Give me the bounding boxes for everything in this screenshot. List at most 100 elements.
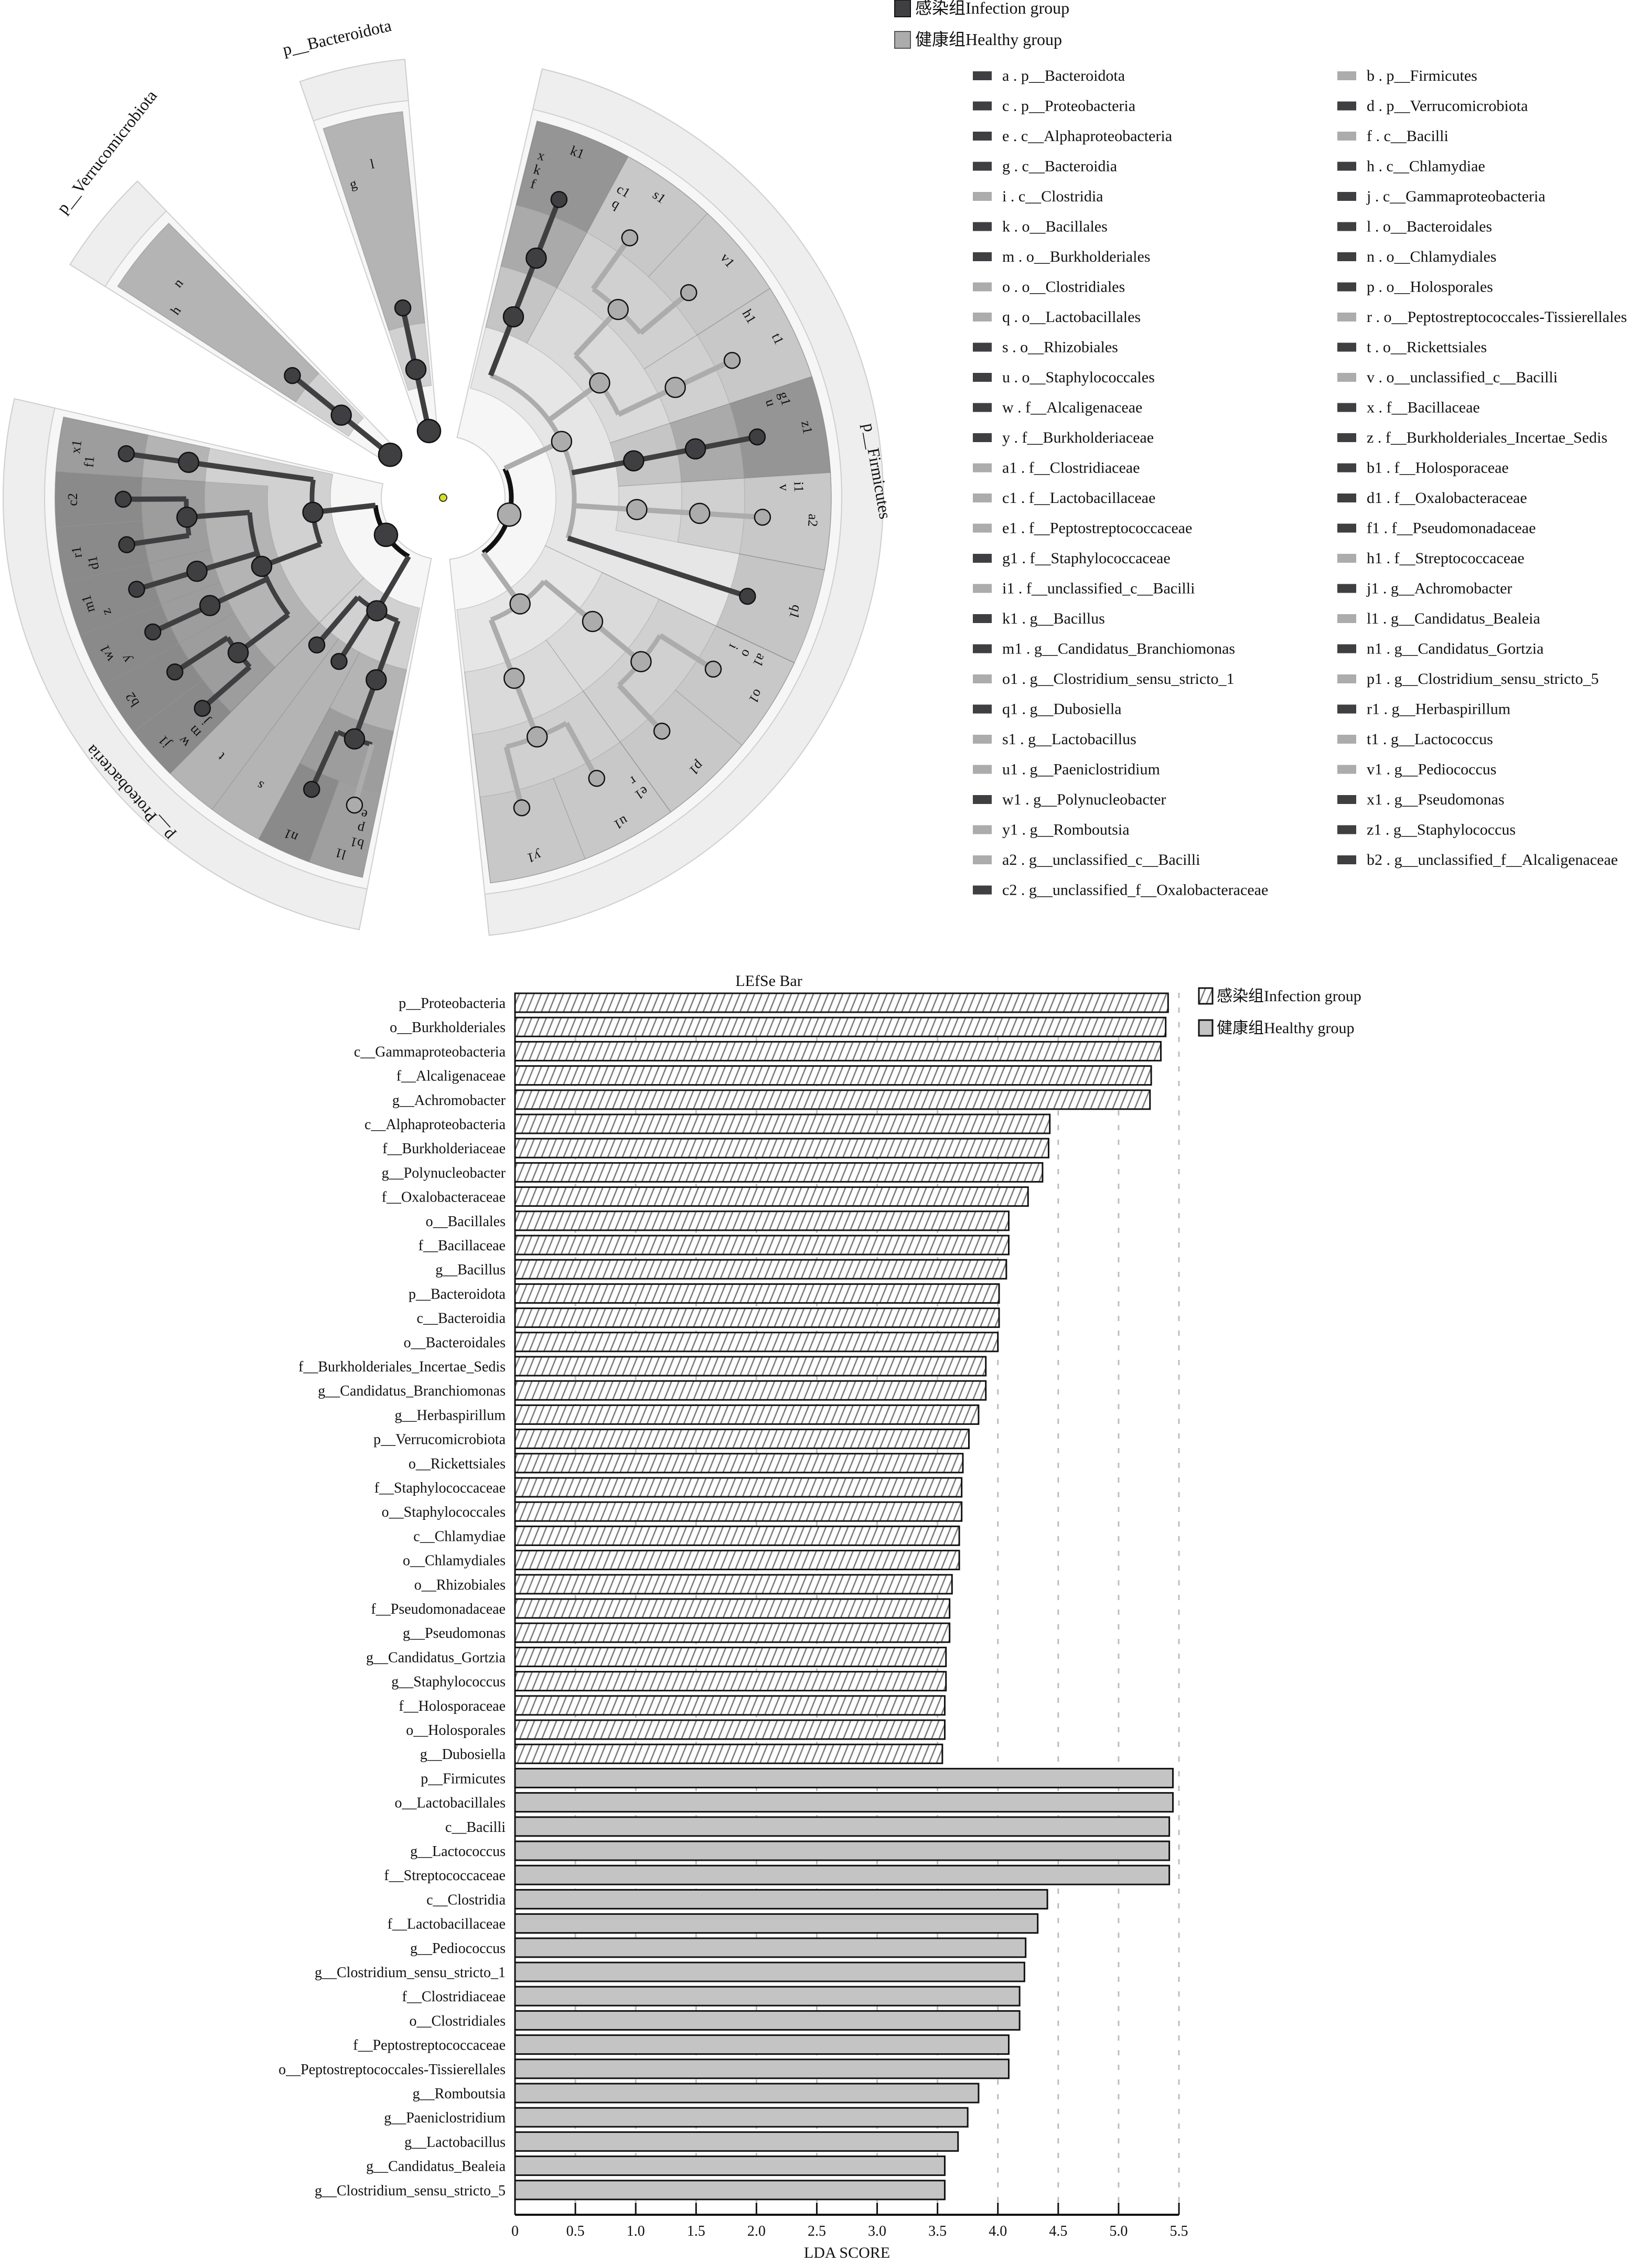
legend-item-t: t . o__Rickettsiales [1367,339,1487,356]
healthy-swatch [894,31,911,49]
bar-g__Candidatus_Branchiomonas [514,1380,987,1401]
legend-item-j: j . c__Gammaproteobacteria [1366,188,1546,205]
root-node [439,494,447,502]
branch-b2 [173,635,229,674]
bar-c__Bacteroidia [514,1307,1000,1328]
bar-g__Lactobacillus [514,2131,959,2152]
bar-label: g__Lactococcus [410,1843,506,1860]
legend-item-k: k . o__Bacillales [1002,218,1108,235]
healthy-legend-label: 健康组Healthy group [915,30,1062,49]
legend-item-t1: t1 . g__Lactococcus [1367,731,1493,748]
legend-swatch-f1 [1337,523,1356,533]
legend-swatch-f [1337,132,1356,141]
bar-o__Rhizobiales [514,1574,953,1595]
bar-label: o__Peptostreptococcales-Tissierellales [278,2062,506,2078]
legend-swatch-b [1337,71,1356,80]
legend-item-b1: b1 . f__Holosporaceae [1367,459,1509,477]
legend-item-i: i . c__Clostridia [1002,188,1103,205]
bar-label: g__Candidatus_Gortzia [366,1649,506,1666]
infection-bar-swatch [1198,987,1214,1005]
bar-label: c__Alphaproteobacteria [364,1117,506,1133]
bar-f__Oxalobacteraceae [514,1186,1029,1207]
node-g1 [684,438,706,460]
legend-swatch-k [973,222,992,231]
bar-o__Staphylococcales [514,1501,963,1522]
node-u1 [588,769,606,787]
legend-swatch-v [1337,373,1356,382]
bar-label: p__Bacteroidota [409,1286,506,1302]
legend-item-b: b . p__Firmicutes [1367,67,1477,84]
phylum-ring-d [69,180,167,287]
bar-o__Holosporales [514,1719,946,1740]
clade-shade-l [323,111,425,331]
bar-label: f__Bacillaceae [419,1238,506,1254]
bar-c__Bacilli [514,1816,1171,1837]
legend-item-f: f . c__Bacilli [1367,127,1449,145]
bar-label: p__Verrucomicrobiota [373,1432,506,1448]
bar-c__Clostridia [514,1889,1048,1910]
branch-n1 [309,731,340,791]
legend-swatch-c2 [973,885,992,895]
branch-v1 [638,291,691,335]
legend-swatch-a1 [973,463,992,473]
bar-label: o__Clostridiales [409,2013,506,2029]
bar-g__Pediococcus [514,1937,1027,1958]
node-o1 [704,660,722,678]
node-h1 [664,377,686,399]
legend-swatch-e [973,132,992,141]
bar-label: f__Lactobacillaceae [388,1916,506,1933]
legend-item-q: q . o__Lactobacillales [1002,308,1141,326]
cladogram-group-legend: 感染组Infection group 健康组Healthy group [894,0,1069,49]
bar-label: f__Staphylococcaceae [374,1480,506,1496]
legend-item-w: w . f__Alcaligenaceae [1002,399,1142,416]
bar-g__Clostridium_sensu_stricto_1 [514,1961,1025,1982]
clade-shade-q1 [715,553,825,663]
bar-f__Holosporaceae [514,1695,946,1716]
bar-p__Bacteroidota [514,1283,1000,1304]
node-r [503,668,525,689]
clade-shade-u [609,376,831,487]
bar-g__Herbaspirillum [514,1404,980,1425]
legend-swatch-s1 [973,735,992,744]
legend-swatch-d1 [1337,494,1356,502]
legend-item-g1: g1 . f__Staphylococcaceae [1002,550,1171,567]
legend-item-s1: s1 . g__Lactobacillus [1002,731,1136,748]
legend-swatch-h1 [1337,554,1356,563]
node-label-i1: i1 [791,481,807,492]
clade-shade-s1 [586,156,708,277]
infection-swatch [894,0,911,17]
bar-f__Clostridiaceae [514,1986,1021,2007]
legend-item-v: v . o__unclassified_c__Bacilli [1367,369,1558,386]
branch-f1 [188,459,314,482]
clade-shade-r1 [56,520,149,583]
bar-f__Alcaligenaceae [514,1065,1152,1086]
node-a [416,419,442,444]
legend-item-f1: f1 . f__Pseudomonadaceae [1367,520,1536,537]
legend-swatch-a [973,71,992,80]
branch-o1 [658,633,715,672]
legend-swatch-c [973,101,992,111]
legend-item-a2: a2 . g__unclassified_c__Bacilli [1002,851,1200,868]
clade-shade-p [258,651,407,878]
node-c1 [607,298,629,320]
clade-shade-i1 [677,472,832,571]
node-g [405,359,427,380]
x-tick-label: 3.0 [868,2223,886,2239]
node-x [525,247,547,269]
node-c [373,522,399,548]
bar-label: f__Burkholderiaceae [382,1141,506,1157]
node-b [497,502,522,527]
bar-f__Pseudomonadaceae [514,1598,951,1619]
legend-item-n: n . o__Chlamydiales [1367,248,1496,265]
legend-item-c2: c2 . g__unclassified_f__Oxalobacteraceae [1002,882,1268,899]
branch-r1 [126,533,190,548]
legend-item-p: p . o__Holosporales [1367,278,1493,296]
clade-shade-k [485,121,629,344]
bar-label: o__Staphylococcales [382,1504,506,1520]
node-l [394,299,412,317]
legend-item-c: c . p__Proteobacteria [1002,98,1135,115]
node-o [582,610,604,632]
node-r1 [118,536,135,553]
bar-label: c__Clostridia [426,1892,506,1908]
clade-shade-q [526,156,812,444]
